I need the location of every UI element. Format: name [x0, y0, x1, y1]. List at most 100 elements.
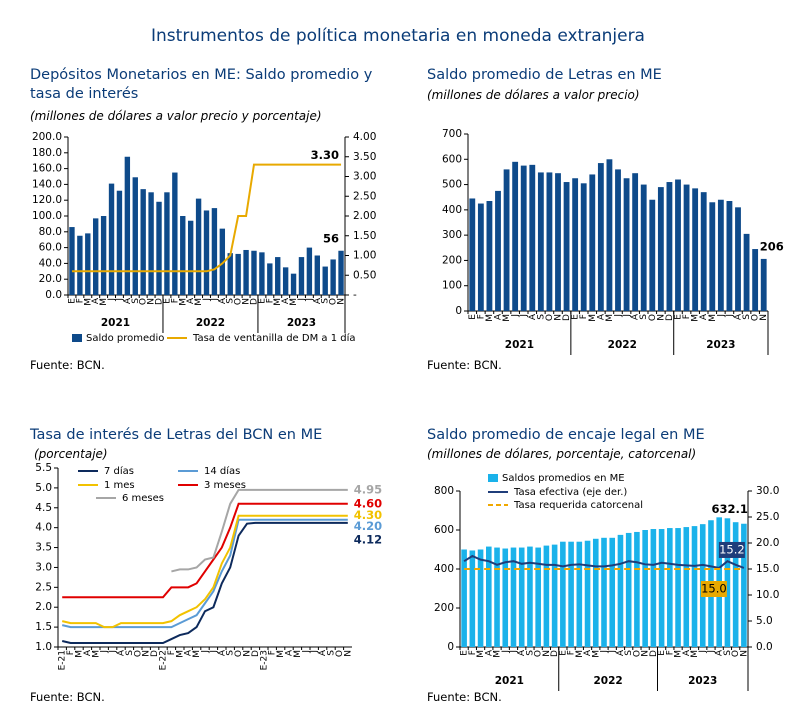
source: Fuente: BCN.: [30, 690, 105, 704]
y2-tick-label: 10.0: [756, 589, 779, 601]
x-tick-label: J: [202, 298, 212, 302]
bar: [469, 550, 476, 647]
bar: [642, 530, 648, 647]
y-tick-label: 2.0: [35, 601, 52, 613]
bar: [495, 190, 501, 311]
bar: [93, 218, 99, 295]
legend-label: Saldo promedio: [86, 333, 164, 344]
x-tick-label: S: [624, 650, 634, 656]
bar: [469, 198, 476, 311]
x-tick-label: J: [600, 650, 610, 654]
x-tick-label: J: [100, 650, 110, 654]
value-label: 4.95: [354, 482, 382, 496]
bar: [187, 220, 194, 295]
x-tick-label: E: [257, 298, 267, 304]
bar: [282, 267, 289, 295]
x-tick-label: F: [682, 314, 692, 319]
bar: [338, 250, 344, 295]
bar: [502, 548, 509, 647]
x-tick-label: M: [708, 314, 718, 322]
bar: [148, 192, 154, 295]
x-tick-label: J: [725, 314, 735, 318]
y2-tick-label: 3.00: [353, 171, 376, 183]
legend-swatch: [72, 334, 82, 342]
x-tick-label: E: [162, 298, 172, 304]
legend-label: 6 meses: [122, 493, 164, 504]
x-tick-label: S: [742, 314, 752, 320]
x-tick-label: S: [226, 650, 236, 656]
legend-label: Tasa efectiva (eje der.): [513, 487, 627, 498]
x-tick-label: F: [167, 650, 177, 655]
chart-subtitle: (porcentaje): [34, 447, 108, 461]
x-tick-label: A: [313, 297, 323, 304]
year-label: 2022: [608, 339, 637, 351]
x-tick-label: F: [468, 650, 478, 655]
bar: [211, 208, 218, 295]
bar: [203, 210, 210, 295]
bar: [510, 547, 517, 647]
bar: [743, 233, 750, 311]
x-tick-label: M: [276, 650, 286, 658]
y-tick-label: 600: [442, 153, 462, 165]
bar: [330, 259, 336, 295]
y-tick-label: 120.0: [32, 194, 62, 206]
x-tick-label: A: [517, 649, 527, 656]
bar: [494, 547, 500, 647]
x-tick-label: J: [115, 298, 125, 302]
y-tick-label: 5.0: [35, 482, 52, 494]
y-tick-label: 4.0: [35, 522, 52, 534]
x-tick-label: M: [293, 650, 303, 658]
bar: [219, 228, 226, 295]
x-tick-label: M: [691, 314, 701, 322]
x-tick-label: M: [273, 298, 283, 306]
x-tick-label: O: [648, 314, 658, 321]
x-tick-label: S: [125, 650, 135, 656]
y-tick-label: 800: [434, 485, 454, 497]
bar: [735, 207, 741, 311]
x-tick-label: O: [545, 314, 555, 321]
x-tick-label: A: [494, 313, 504, 320]
x-tick-label: O: [534, 650, 544, 657]
bar: [700, 192, 707, 311]
chart-title: Saldo promedio de encaje legal en ME: [427, 427, 705, 443]
bar: [692, 188, 699, 311]
y-tick-label: 80.0: [39, 226, 62, 238]
bar: [576, 541, 583, 647]
bar: [606, 159, 613, 311]
x-tick-label: M: [192, 650, 202, 658]
value-label: 4.12: [354, 532, 382, 546]
value-label: 632.1: [711, 502, 747, 516]
x-tick-label: A: [682, 649, 692, 656]
x-tick-label: A: [596, 313, 606, 320]
x-tick-label: D: [150, 650, 160, 657]
x-tick-label: N: [242, 298, 252, 305]
bar: [298, 257, 305, 295]
bar: [667, 528, 673, 647]
chart-title: Saldo promedio de Letras en ME: [427, 67, 662, 83]
year-label: 2023: [688, 675, 717, 687]
x-tick-label: S: [321, 298, 331, 304]
x-tick-label: M: [99, 298, 109, 306]
x-tick-label: F: [579, 314, 589, 319]
x-tick-label: E: [558, 650, 568, 656]
y-tick-label: 140.0: [32, 178, 62, 190]
y-tick-label: 400: [442, 204, 462, 216]
bar: [632, 173, 639, 311]
y-tick-label: 60.0: [39, 242, 62, 254]
y-tick-label: 180.0: [32, 147, 62, 159]
y-tick-label: 400: [434, 563, 454, 575]
bar: [306, 247, 313, 295]
y-tick-label: 1.5: [35, 621, 52, 633]
bar: [227, 253, 233, 295]
x-tick-label: O: [731, 650, 741, 657]
x-tick-label: J: [519, 314, 529, 318]
bar: [741, 523, 747, 647]
bar: [560, 541, 566, 647]
bar: [172, 172, 178, 295]
x-tick-label: E: [674, 314, 684, 320]
x-tick-label: S: [639, 314, 649, 320]
x-tick-label: J: [614, 314, 624, 318]
bar: [658, 529, 665, 647]
bar: [760, 258, 767, 311]
line: [62, 502, 348, 599]
